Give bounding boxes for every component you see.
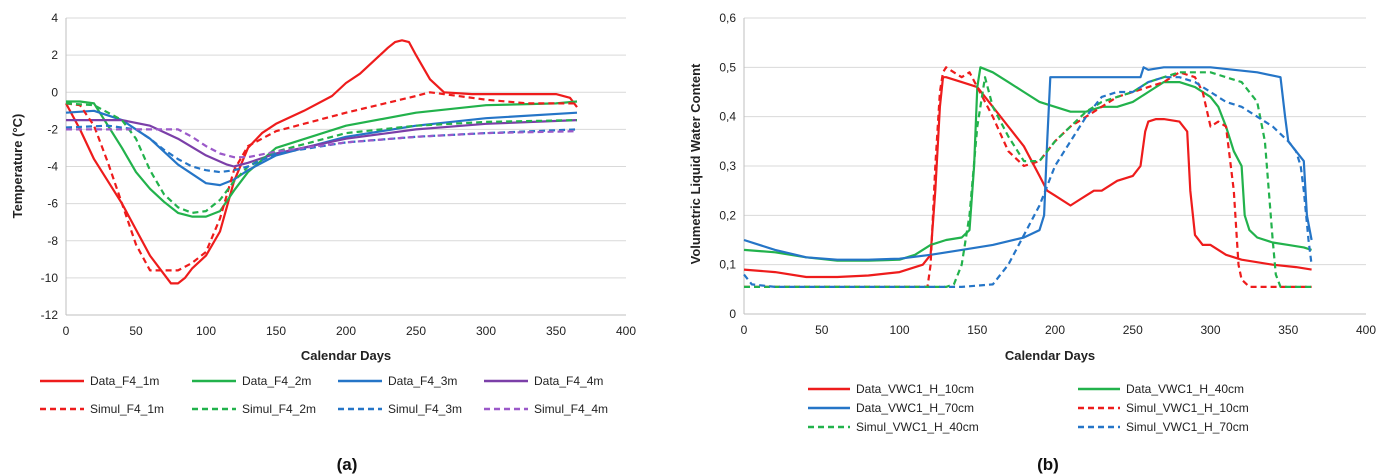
- y-tick-label: 0,3: [719, 159, 736, 173]
- x-tick-label: 350: [1278, 323, 1298, 337]
- panel-a-ylabel: Temperature (°C): [10, 114, 25, 219]
- y-tick-label: 0,2: [719, 208, 736, 222]
- y-tick-label: -4: [47, 160, 58, 174]
- series-line-data-vwc1-h-10cm: [743, 76, 1312, 279]
- y-tick-label: -8: [47, 234, 58, 248]
- series-line-data-vwc1-h-40cm: [743, 66, 1312, 262]
- x-tick-label: 100: [889, 323, 909, 337]
- series-line-data-f4-1m: [65, 39, 578, 285]
- legend-label: Data_VWC1_H_70cm: [856, 401, 974, 415]
- x-tick-label: 50: [815, 323, 829, 337]
- chart-panel-a: -12 -10 -8 -6 -4 -2 0 2 4 0 50 100 150 200 250 300 350 40…: [40, 11, 636, 416]
- x-tick-label: 400: [1356, 323, 1376, 337]
- series-line-simul-f4-2m: [65, 102, 578, 214]
- series-line-data-f4-3m: [65, 109, 578, 187]
- y-tick-label: 0,5: [719, 60, 736, 74]
- legend-label: Simul_F4_4m: [534, 402, 608, 416]
- legend-label: Simul_F4_2m: [242, 402, 316, 416]
- series-line-simul-f4-4m: [66, 128, 578, 159]
- y-tick-label: -12: [41, 308, 59, 322]
- y-tick-label: 0,1: [719, 258, 736, 272]
- x-tick-label: 0: [63, 324, 70, 338]
- legend-label: Data_VWC1_H_40cm: [1126, 382, 1244, 396]
- y-tick-label: -10: [41, 271, 59, 285]
- chart-panel-b: 0 0,1 0,2 0,3 0,4 0,5 0,6 0 50 100 150 200 250 300 350…: [719, 11, 1376, 434]
- x-tick-label: 200: [336, 324, 356, 338]
- x-tick-label: 200: [1045, 323, 1065, 337]
- legend-label: Data_VWC1_H_10cm: [856, 382, 974, 396]
- legend-label: Data_F4_2m: [242, 374, 311, 388]
- series-line-data-f4-4m: [66, 118, 578, 168]
- x-tick-label: 350: [546, 324, 566, 338]
- x-tick-label: 250: [406, 324, 426, 338]
- panel-b-xlabel: Calendar Days: [1005, 348, 1095, 363]
- x-tick-label: 150: [266, 324, 286, 338]
- legend-label: Simul_F4_3m: [388, 402, 462, 416]
- x-tick-label: 150: [967, 323, 987, 337]
- legend-label: Simul_VWC1_H_10cm: [1126, 401, 1249, 415]
- panel-a-xlabel: Calendar Days: [301, 348, 391, 363]
- y-tick-label: 2: [51, 48, 58, 62]
- panel-b-ylabel: Volumetric Liquid Water Content: [688, 63, 703, 264]
- panel-a-label: (a): [337, 455, 358, 474]
- x-tick-label: 300: [476, 324, 496, 338]
- legend-label: Simul_VWC1_H_70cm: [1126, 420, 1249, 434]
- legend-label: Data_F4_1m: [90, 374, 159, 388]
- legend-label: Data_F4_4m: [534, 374, 603, 388]
- y-tick-label: 4: [51, 11, 58, 25]
- series-line-data-f4-2m: [66, 100, 578, 218]
- series-line-data-vwc1-h-70cm: [743, 66, 1313, 261]
- series-line-simul-vwc1-h-70cm: [743, 76, 1313, 288]
- panel-b-label: (b): [1037, 455, 1059, 474]
- legend-label: Data_F4_3m: [388, 374, 457, 388]
- y-tick-label: -2: [47, 122, 58, 136]
- legend-label: Simul_F4_1m: [90, 402, 164, 416]
- legend-label: Simul_VWC1_H_40cm: [856, 420, 979, 434]
- x-tick-label: 400: [616, 324, 636, 338]
- series-line-simul-vwc1-h-40cm: [744, 71, 1312, 288]
- y-tick-label: 0: [729, 307, 736, 321]
- y-tick-label: 0,4: [719, 110, 736, 124]
- x-tick-label: 50: [129, 324, 143, 338]
- y-tick-label: -6: [47, 197, 58, 211]
- x-tick-label: 250: [1123, 323, 1143, 337]
- y-tick-label: 0,6: [719, 11, 736, 25]
- x-tick-label: 300: [1200, 323, 1220, 337]
- x-tick-label: 100: [196, 324, 216, 338]
- x-tick-label: 0: [741, 323, 748, 337]
- y-tick-label: 0: [51, 85, 58, 99]
- series-line-simul-f4-1m: [65, 91, 577, 272]
